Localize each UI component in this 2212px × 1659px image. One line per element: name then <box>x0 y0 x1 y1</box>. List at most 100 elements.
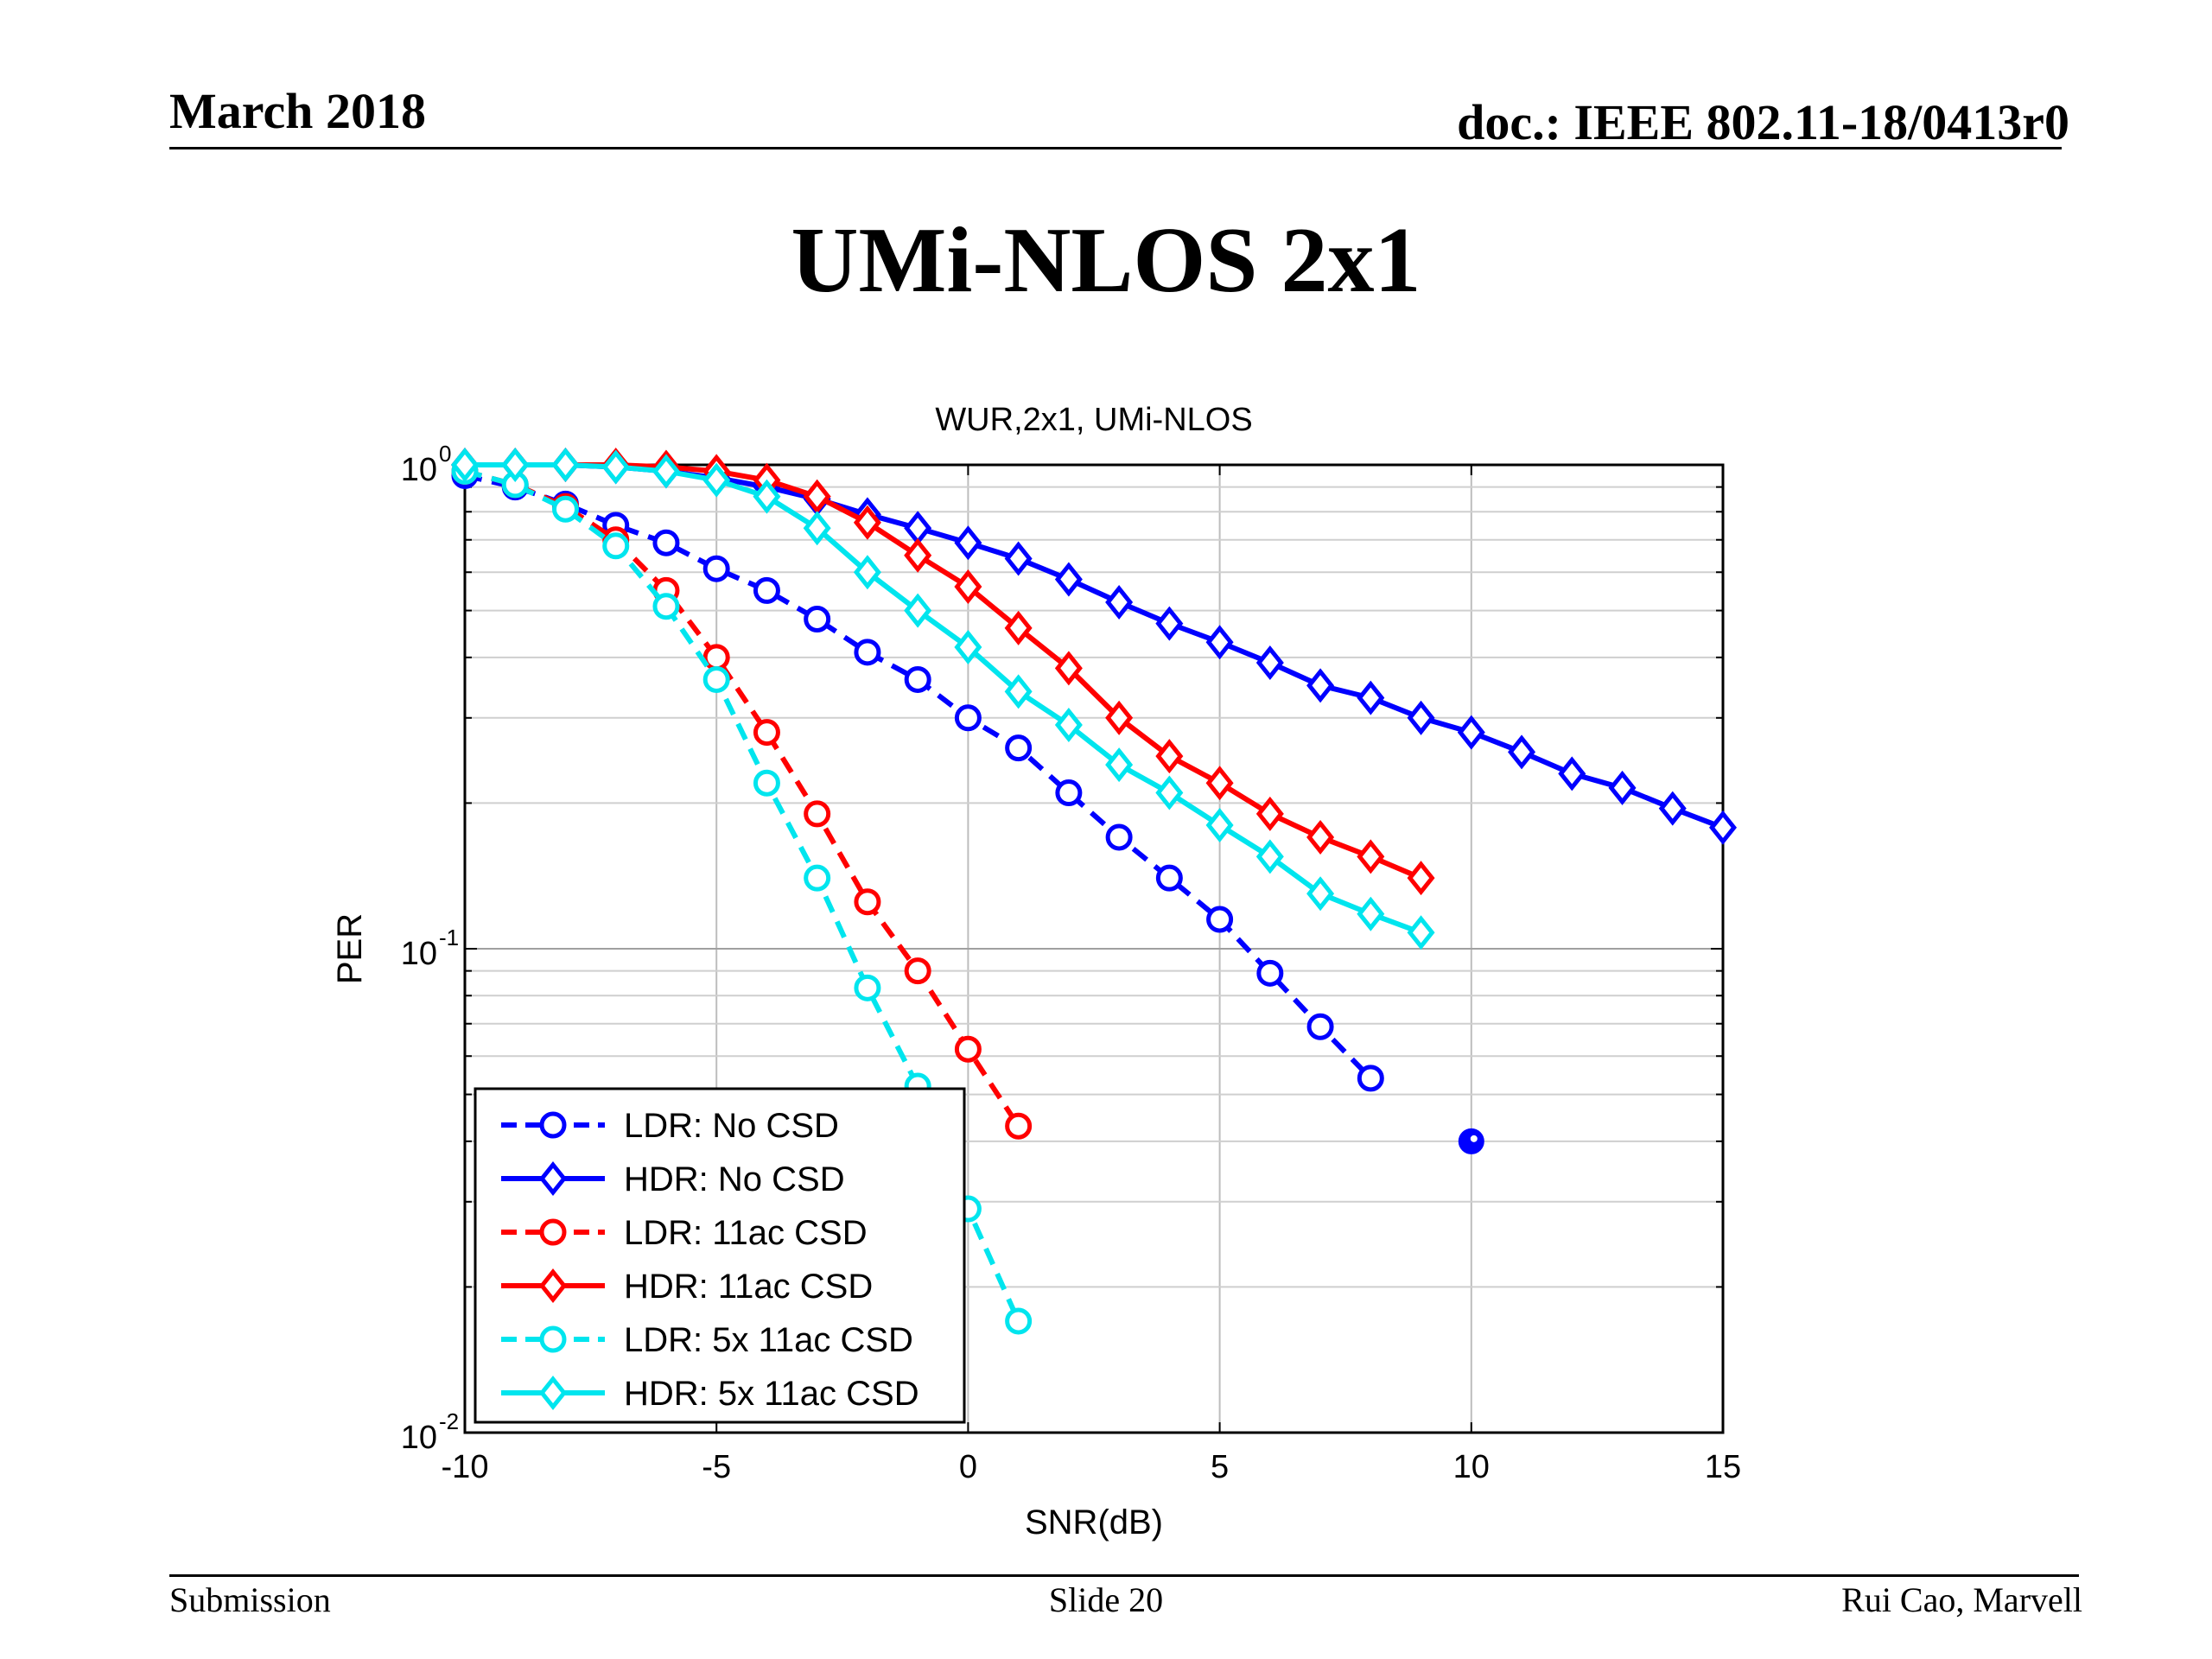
y-tick-exponent: -1 <box>439 925 459 950</box>
diamond-marker <box>1054 651 1083 686</box>
circle-marker <box>804 864 831 892</box>
legend-label: HDR: 5x 11ac CSD <box>624 1375 919 1413</box>
diamond-marker <box>1255 839 1284 874</box>
diamond-marker <box>1508 734 1536 770</box>
circle-marker <box>1105 823 1133 851</box>
circle-marker <box>702 555 730 582</box>
x-tick-label: -5 <box>702 1449 731 1485</box>
circle-marker <box>804 606 831 633</box>
diamond-marker <box>1357 680 1385 715</box>
circle-marker <box>854 888 881 916</box>
circle-marker <box>1155 864 1183 892</box>
diamond-marker <box>1608 770 1637 805</box>
diamond-marker <box>538 1268 568 1304</box>
diamond-marker <box>803 479 831 514</box>
diamond-marker <box>1558 756 1586 791</box>
diamond-marker <box>954 525 982 561</box>
circle-marker <box>904 665 931 693</box>
header-date: March 2018 <box>169 83 426 139</box>
data-point-highlight <box>1470 1135 1478 1142</box>
diamond-marker <box>904 537 932 573</box>
diamond-marker <box>601 449 630 485</box>
diamond-marker <box>1407 861 1435 896</box>
circle-marker <box>753 576 780 604</box>
series-line <box>464 468 1021 1128</box>
circle-marker <box>652 593 680 620</box>
x-axis-label: SNR(dB) <box>1025 1503 1163 1541</box>
diamond-marker <box>702 462 731 498</box>
x-tick-label: 0 <box>959 1449 977 1485</box>
diamond-marker <box>1357 839 1385 874</box>
circle-marker <box>539 1111 567 1139</box>
circle-marker <box>753 719 780 747</box>
diamond-marker <box>1004 610 1033 645</box>
diamond-marker <box>1004 674 1033 709</box>
footer-submission: Submission <box>169 1580 331 1619</box>
circle-marker <box>652 529 680 556</box>
x-tick-labels: -10 -5 0 5 10 15 <box>442 1449 1742 1485</box>
diamond-marker <box>1054 562 1083 597</box>
diamond-marker <box>753 479 781 514</box>
y-tick-label: 10 <box>401 452 437 488</box>
circle-marker <box>1306 1013 1334 1040</box>
series-ldr-11ac-csd <box>451 457 1033 1140</box>
chart-title: WUR,2x1, UMi-NLOS <box>935 402 1252 438</box>
circle-marker <box>854 639 881 666</box>
diamond-marker <box>853 555 881 590</box>
slide-title: UMi-NLOS 2x1 <box>791 209 1421 312</box>
diamond-marker <box>1357 896 1385 931</box>
diamond-marker <box>1255 645 1284 681</box>
diamond-marker <box>501 447 530 483</box>
legend-label: LDR: 11ac CSD <box>624 1214 868 1252</box>
circle-marker <box>954 1035 982 1063</box>
footer-slide-number: Slide 20 <box>1048 1580 1164 1619</box>
header-doc-id: doc.: IEEE 802.11-18/0413r0 <box>1457 94 2069 150</box>
x-tick-label: 5 <box>1211 1449 1229 1485</box>
diamond-marker <box>450 447 480 483</box>
circle-marker <box>539 1325 567 1353</box>
diamond-marker <box>1306 668 1335 703</box>
circle-marker <box>602 532 630 560</box>
legend-label: HDR: No CSD <box>624 1160 845 1198</box>
diamond-marker <box>1407 700 1435 735</box>
y-tick-label: 10 <box>401 936 437 972</box>
diamond-marker <box>853 505 881 540</box>
series-hdr-no-csd <box>450 447 1738 845</box>
diamond-marker <box>1407 915 1435 950</box>
diamond-marker <box>954 629 982 664</box>
diamond-marker <box>1155 606 1184 641</box>
circle-marker <box>539 1218 567 1246</box>
legend-label: LDR: 5x 11ac CSD <box>624 1321 913 1359</box>
legend: LDR: No CSD HDR: No CSD LDR: 11ac CSD HDR: … <box>474 1087 966 1424</box>
diamond-marker <box>1155 739 1184 774</box>
circle-marker <box>1055 779 1083 807</box>
y-axis-label: PER <box>331 913 369 984</box>
circle-marker <box>804 800 831 828</box>
diamond-marker <box>538 1375 568 1411</box>
diamond-marker <box>652 454 680 489</box>
diamond-marker <box>954 569 982 605</box>
circle-marker <box>702 665 730 693</box>
diamond-marker <box>1457 715 1485 750</box>
circle-marker <box>1005 1112 1033 1140</box>
circle-marker <box>551 495 579 523</box>
circle-marker <box>1256 959 1284 987</box>
footer-divider <box>169 1574 2079 1577</box>
y-tick-exponent: 0 <box>439 441 451 467</box>
diamond-marker <box>1306 876 1335 912</box>
isolated-data-point <box>1458 1128 1484 1154</box>
x-tick-label: 15 <box>1705 1449 1741 1485</box>
diamond-marker <box>1658 791 1687 826</box>
diamond-marker <box>904 593 932 628</box>
x-tick-label: 10 <box>1453 1449 1490 1485</box>
footer-author: Rui Cao, Marvell <box>1841 1580 2082 1619</box>
legend-box <box>474 1087 966 1424</box>
circle-marker <box>1357 1065 1384 1092</box>
diamond-marker <box>1205 808 1234 843</box>
series-layer <box>450 447 1738 1335</box>
diamond-marker <box>551 447 580 483</box>
circle-marker <box>1206 906 1234 933</box>
legend-label: HDR: 11ac CSD <box>624 1268 873 1306</box>
